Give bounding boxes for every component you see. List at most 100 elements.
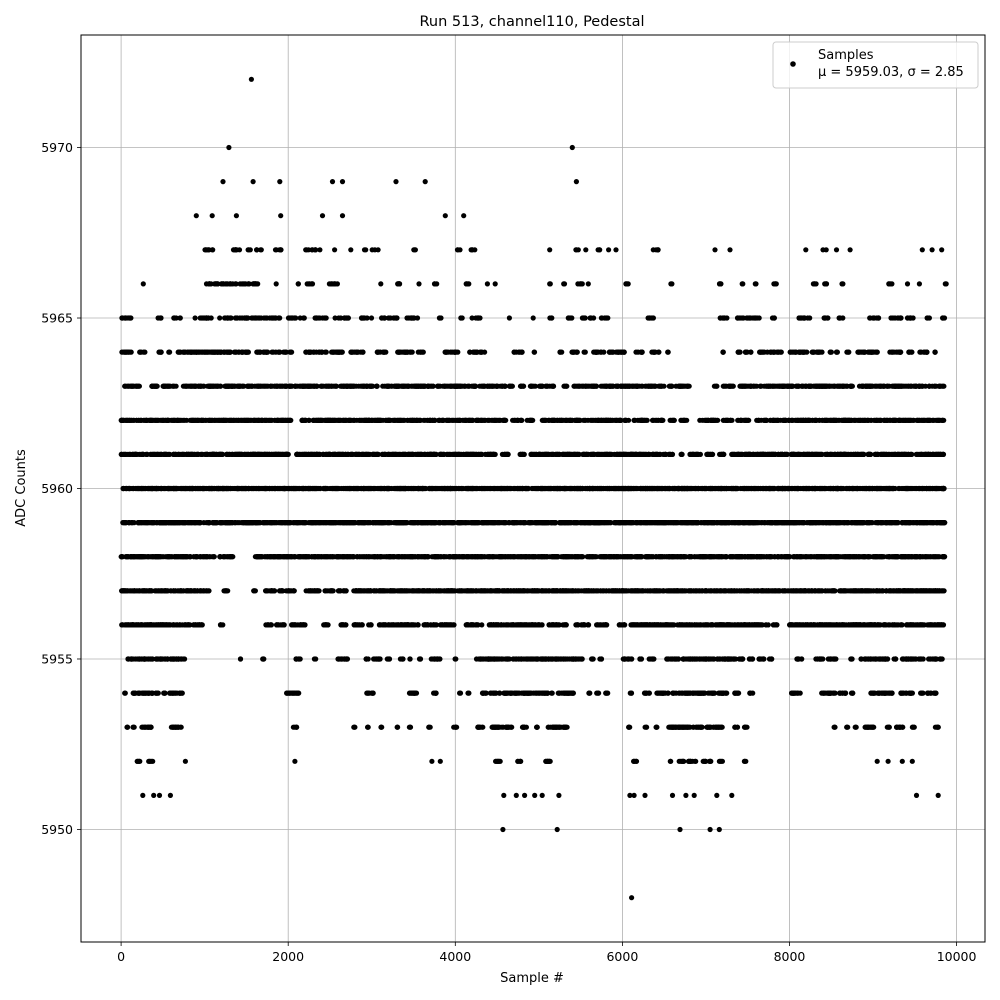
data-point <box>292 315 298 321</box>
data-point <box>239 417 245 423</box>
data-point <box>777 417 784 423</box>
data-point <box>908 451 914 457</box>
data-point <box>926 315 933 321</box>
data-point <box>509 383 515 389</box>
data-point <box>475 417 481 423</box>
data-point <box>557 417 563 423</box>
data-point <box>351 417 357 423</box>
data-point <box>561 281 567 287</box>
data-point <box>785 383 791 389</box>
data-point <box>531 349 537 355</box>
data-point <box>288 349 294 355</box>
data-point <box>440 417 446 423</box>
data-point <box>416 281 422 287</box>
data-point <box>302 451 308 457</box>
data-point <box>528 451 534 457</box>
data-point <box>497 383 503 389</box>
data-point <box>905 315 911 321</box>
data-point <box>136 383 142 389</box>
data-point <box>873 349 879 355</box>
data-point <box>147 451 154 457</box>
data-point <box>295 281 301 287</box>
data-point <box>245 349 251 355</box>
data-point <box>303 349 309 355</box>
data-point <box>160 417 166 423</box>
data-point <box>195 451 201 457</box>
data-point <box>322 315 328 321</box>
data-point <box>208 417 214 423</box>
data-point <box>428 451 434 457</box>
data-point <box>589 383 595 389</box>
data-point <box>204 315 210 321</box>
data-point <box>470 451 476 457</box>
data-point <box>816 349 822 355</box>
data-point <box>511 349 517 355</box>
data-point <box>473 349 479 355</box>
data-point <box>744 349 750 355</box>
data-point <box>667 451 674 457</box>
data-point <box>654 451 660 457</box>
data-point <box>482 451 488 457</box>
data-point <box>580 451 587 457</box>
data-point <box>822 315 828 321</box>
data-point <box>287 417 293 423</box>
data-point <box>336 349 342 355</box>
data-point <box>451 349 457 355</box>
data-point <box>720 451 727 457</box>
data-point <box>520 383 527 389</box>
data-point <box>802 417 809 423</box>
data-point <box>455 247 461 253</box>
data-point <box>581 349 587 355</box>
data-point <box>237 383 243 389</box>
data-point <box>206 281 212 287</box>
data-point <box>770 451 776 457</box>
data-point <box>772 281 778 287</box>
data-point <box>917 383 923 389</box>
data-point <box>899 383 906 389</box>
data-point <box>251 281 257 287</box>
data-point <box>678 451 685 457</box>
data-point <box>688 451 694 457</box>
data-point <box>311 451 317 457</box>
data-point <box>185 349 191 355</box>
data-point <box>871 315 877 321</box>
data-point <box>596 417 602 423</box>
data-point <box>848 383 854 389</box>
data-point <box>408 451 415 457</box>
data-point <box>220 281 226 287</box>
data-point <box>469 315 475 321</box>
data-point <box>787 349 793 355</box>
data-point <box>467 417 473 423</box>
data-point <box>573 247 580 253</box>
data-point <box>724 315 730 321</box>
data-point <box>381 315 388 321</box>
data-point <box>230 281 236 287</box>
data-point <box>452 417 458 423</box>
data-point <box>128 349 134 355</box>
data-point <box>249 315 256 321</box>
data-point <box>179 451 185 457</box>
data-point <box>685 383 691 389</box>
data-point <box>701 417 708 423</box>
data-point <box>282 349 288 355</box>
data-point <box>606 247 612 253</box>
data-point <box>855 417 861 423</box>
data-point <box>904 281 911 287</box>
data-point <box>735 451 741 457</box>
data-point <box>496 417 503 423</box>
data-point <box>793 383 799 389</box>
data-point <box>363 417 369 423</box>
data-point <box>554 451 560 457</box>
data-point <box>463 281 469 287</box>
data-point <box>597 247 603 253</box>
data-point <box>447 349 454 355</box>
data-point <box>477 451 483 457</box>
data-point <box>199 315 205 321</box>
data-point <box>667 383 673 389</box>
data-point <box>824 451 830 457</box>
data-point <box>765 383 771 389</box>
data-point <box>831 383 837 389</box>
data-point <box>256 315 262 321</box>
data-point <box>214 383 220 389</box>
data-point <box>412 383 418 389</box>
